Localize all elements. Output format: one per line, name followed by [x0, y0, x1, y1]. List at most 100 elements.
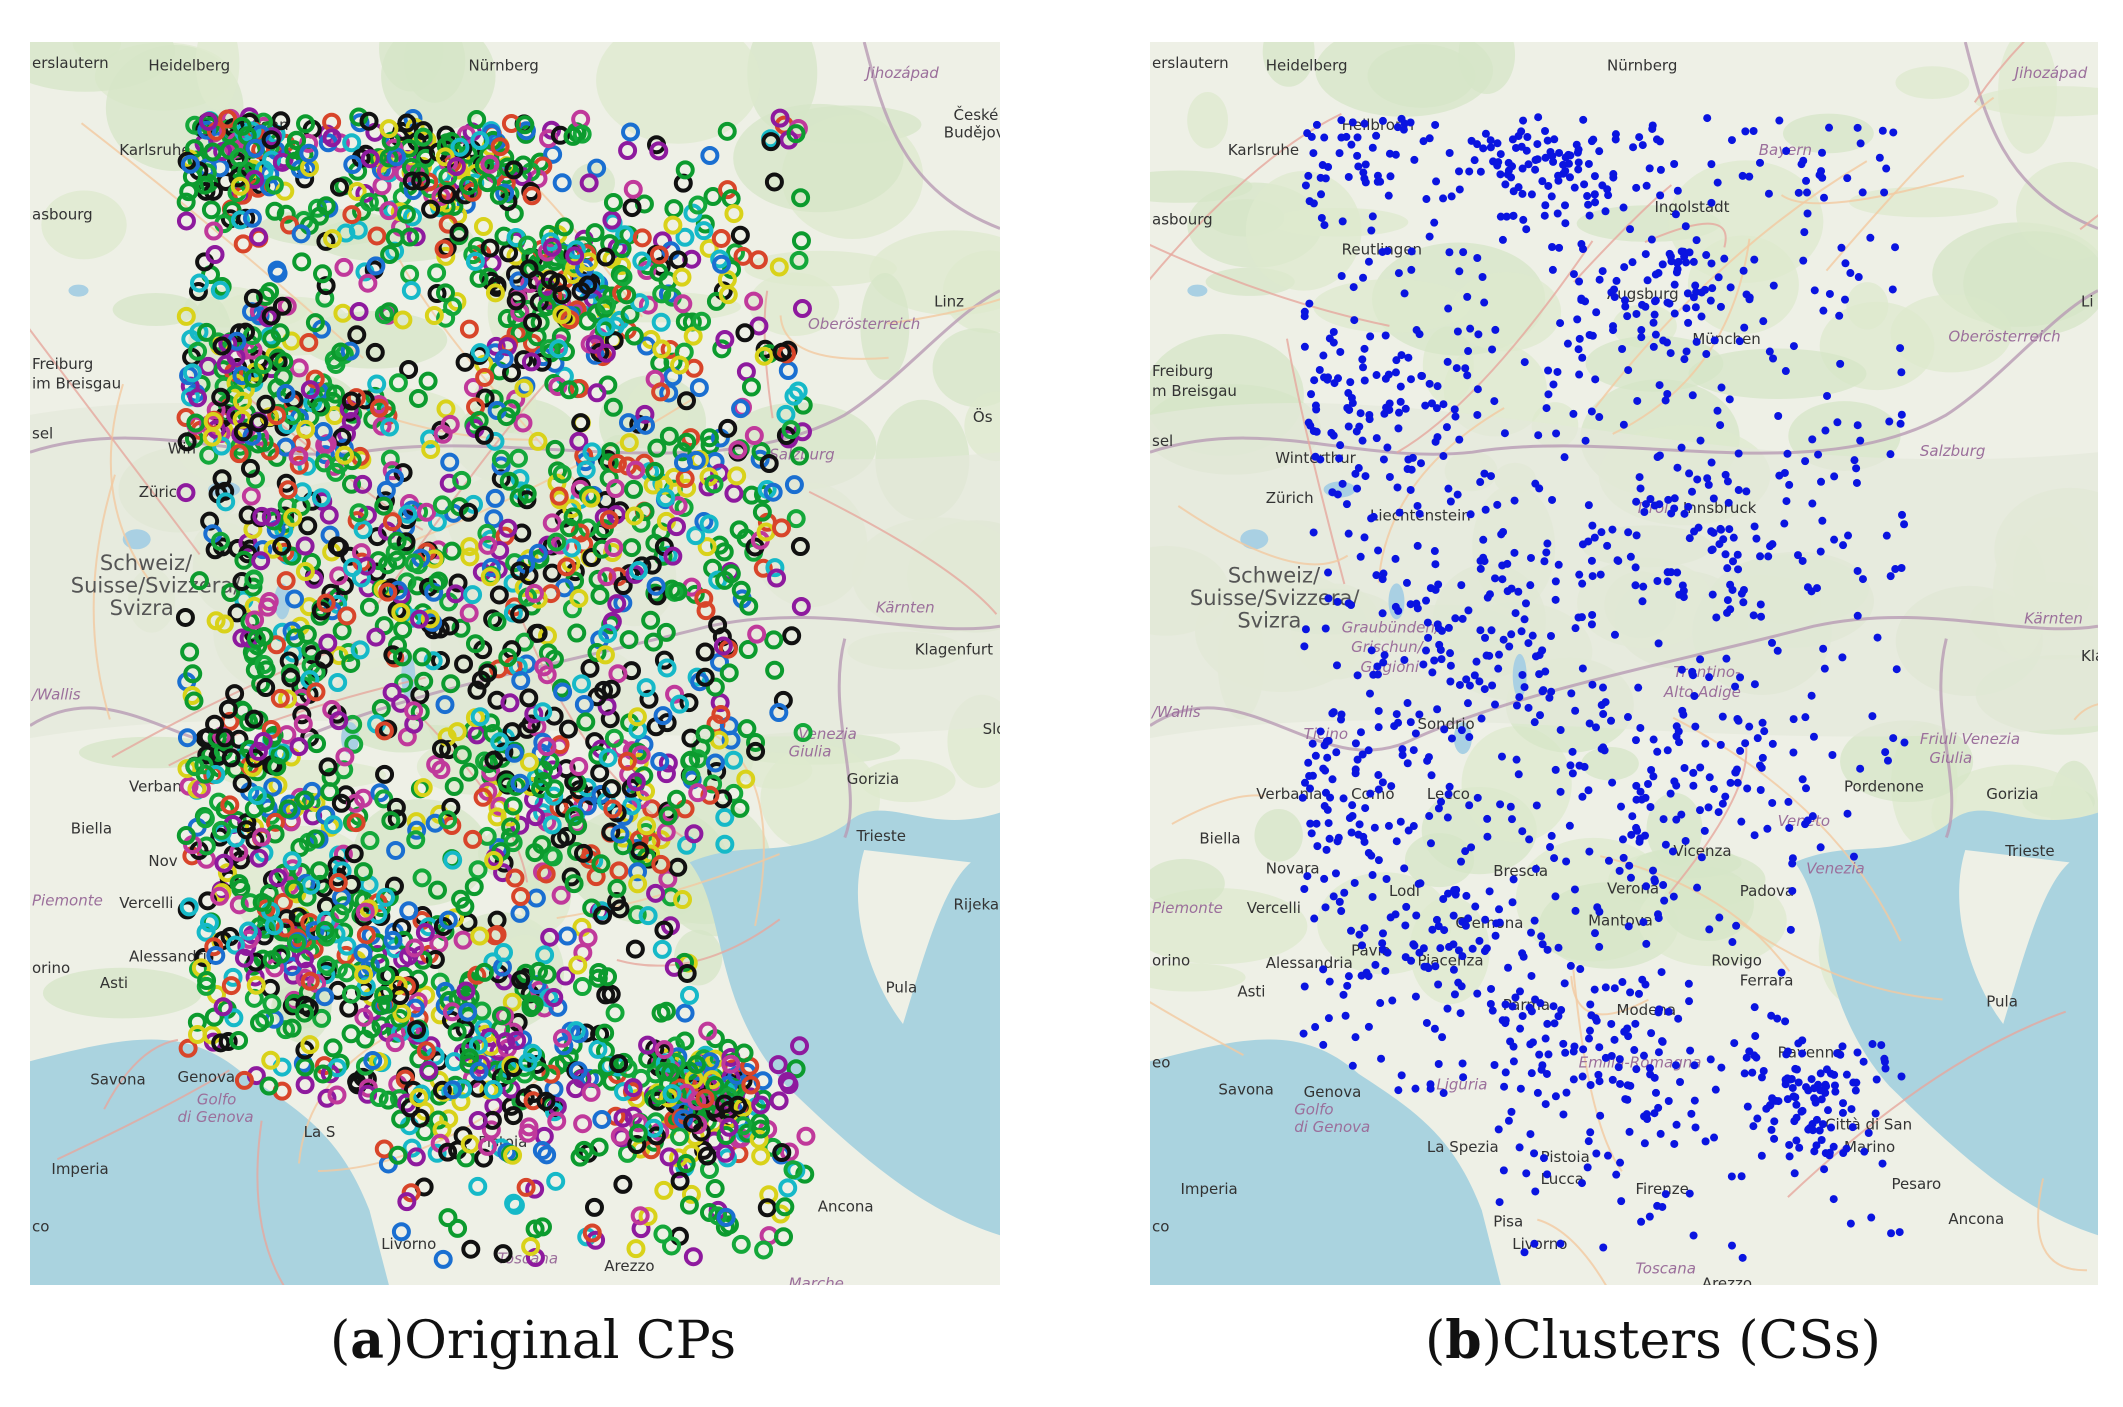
cluster-marker — [1669, 892, 1678, 901]
cluster-marker — [1587, 556, 1596, 565]
cluster-marker — [1378, 116, 1387, 125]
map-label: orino — [32, 959, 70, 977]
cluster-marker — [1491, 574, 1500, 583]
charging-point-marker — [288, 446, 308, 466]
charging-point-marker — [455, 896, 475, 916]
cluster-marker — [1551, 577, 1560, 586]
cluster-marker — [1490, 1061, 1499, 1069]
charging-point-marker — [276, 384, 296, 404]
cluster-marker — [1649, 318, 1658, 327]
map-label: Nürnberg — [1607, 56, 1677, 74]
charging-point-marker — [223, 967, 243, 987]
cluster-marker — [1808, 435, 1817, 444]
cluster-marker — [1495, 1198, 1504, 1207]
cluster-marker — [1610, 285, 1619, 294]
cluster-marker — [1329, 892, 1338, 901]
forest-area — [1895, 66, 1970, 100]
cluster-marker — [1618, 835, 1627, 844]
cluster-marker — [1470, 156, 1479, 165]
cluster-marker — [1548, 495, 1557, 504]
cluster-marker — [1896, 419, 1905, 428]
charging-point-marker — [730, 225, 750, 245]
cluster-marker — [1673, 186, 1682, 195]
charging-point-marker — [402, 171, 422, 191]
cluster-marker — [1415, 710, 1424, 719]
cluster-marker — [1367, 646, 1376, 655]
cluster-marker — [1360, 376, 1369, 385]
charging-point-marker — [676, 391, 696, 411]
lake — [122, 529, 151, 550]
charging-point-marker — [211, 1033, 231, 1053]
charging-point-marker — [613, 836, 633, 856]
charging-point-marker — [562, 499, 582, 519]
cluster-marker — [1526, 1130, 1535, 1139]
cluster-marker — [1522, 225, 1531, 234]
charging-point-marker — [681, 766, 701, 786]
cluster-marker — [1889, 734, 1898, 743]
map-label: La Spezia — [1427, 1138, 1499, 1156]
charging-point-marker — [659, 383, 679, 403]
charging-point-marker — [259, 1076, 279, 1096]
charging-point-marker — [772, 1143, 792, 1163]
charging-point-marker — [440, 452, 460, 472]
charging-point-marker — [464, 877, 484, 897]
cluster-marker — [1803, 583, 1812, 592]
map-label: Vercelli — [119, 894, 173, 912]
charging-point-marker — [496, 1032, 516, 1052]
charging-point-marker — [546, 1171, 566, 1191]
charging-point-marker — [347, 325, 367, 345]
cluster-marker — [1625, 1127, 1634, 1136]
country-border — [1150, 289, 2098, 456]
cluster-marker — [1612, 276, 1621, 285]
charging-point-marker — [571, 413, 591, 433]
cluster-marker — [1891, 565, 1900, 574]
road — [1787, 1010, 2067, 1198]
cluster-marker — [1539, 686, 1548, 695]
cluster-marker — [1422, 195, 1431, 204]
cluster-marker — [1780, 519, 1789, 528]
cluster-marker — [1722, 654, 1731, 663]
cluster-marker — [1590, 929, 1599, 938]
map-label: Jihozápad — [863, 64, 939, 82]
cluster-marker — [1364, 972, 1373, 981]
cluster-marker — [1542, 548, 1551, 557]
charging-point-marker — [232, 409, 252, 429]
cluster-marker — [1765, 347, 1774, 356]
cluster-marker — [1593, 903, 1602, 912]
cluster-marker — [1352, 427, 1361, 436]
cluster-marker — [1449, 965, 1458, 974]
charging-point-marker — [429, 571, 449, 591]
cluster-marker — [1581, 436, 1590, 445]
charging-point-marker — [267, 406, 287, 426]
charging-point-marker — [469, 268, 489, 288]
charging-point-marker — [782, 626, 802, 646]
cluster-marker — [1794, 188, 1803, 197]
charging-point-marker — [635, 502, 655, 522]
charging-point-marker — [518, 1123, 538, 1143]
charging-point-marker — [510, 773, 530, 793]
map-label: Imperia — [1180, 1180, 1237, 1198]
cluster-marker — [1321, 903, 1330, 912]
cluster-marker — [1626, 873, 1635, 882]
cluster-marker — [1524, 639, 1533, 648]
map-label: Savona — [1218, 1081, 1273, 1099]
cluster-marker — [1632, 497, 1641, 506]
cluster-marker — [1648, 124, 1657, 133]
cluster-marker — [1801, 713, 1810, 722]
charging-point-marker — [705, 677, 725, 697]
cluster-marker — [1358, 750, 1367, 759]
cluster-marker — [1547, 831, 1556, 840]
charging-point-marker — [229, 1030, 249, 1050]
cluster-marker — [1739, 266, 1748, 275]
charging-point-marker — [696, 601, 716, 621]
cluster-marker — [1534, 431, 1543, 440]
charging-point-marker — [343, 155, 363, 175]
charging-point-marker — [618, 1058, 638, 1078]
cluster-marker — [1300, 307, 1309, 316]
cluster-marker — [1758, 718, 1767, 727]
charging-point-marker — [568, 955, 588, 975]
charging-point-marker — [540, 270, 560, 290]
charging-point-marker — [315, 920, 335, 940]
cluster-marker — [1797, 160, 1806, 169]
charging-point-marker — [651, 854, 671, 874]
